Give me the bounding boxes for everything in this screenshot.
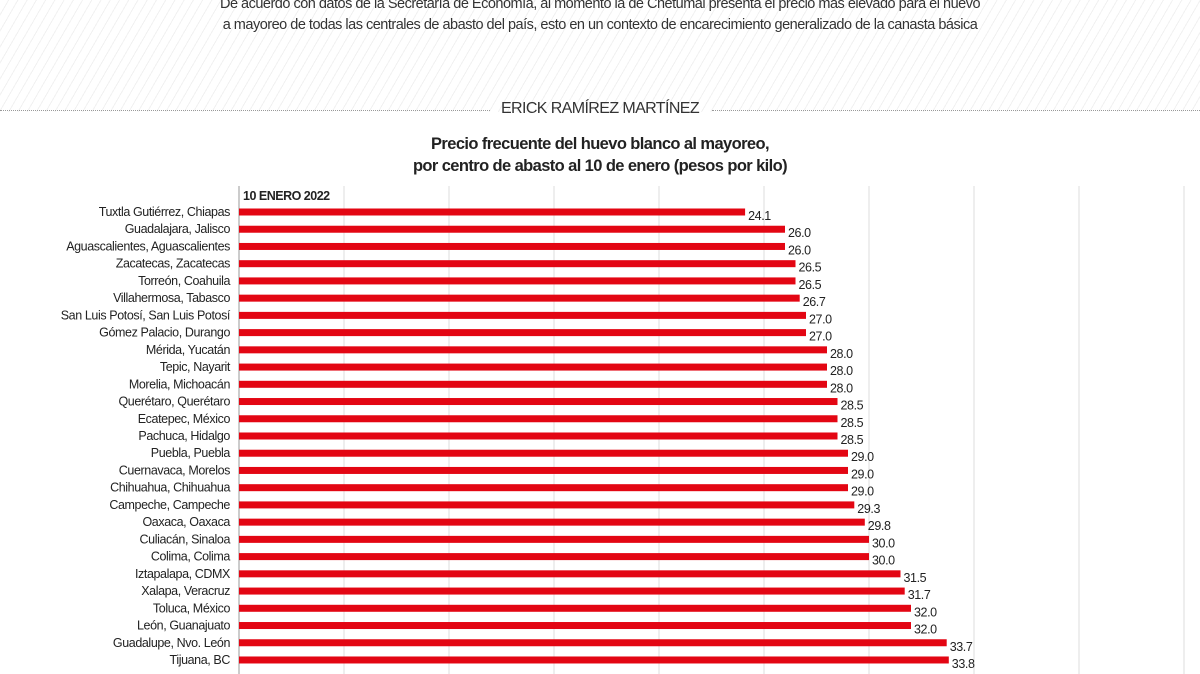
category-label: Ecatepec, México (138, 412, 231, 426)
bar (239, 260, 796, 268)
category-label: Culiacán, Sinaloa (140, 532, 231, 546)
value-label: 26.0 (788, 226, 811, 240)
chart-title: Precio frecuente del huevo blanco al may… (0, 133, 1200, 177)
category-label: Cuernavaca, Morelos (119, 463, 230, 477)
value-label: 30.0 (872, 554, 895, 568)
bar (239, 432, 838, 440)
bar (239, 225, 785, 233)
bar (239, 277, 796, 285)
category-label: León, Guanajuato (137, 619, 230, 633)
intro-line-1: De acuerdo con datos de la Secretaría de… (219, 0, 981, 12)
bar (239, 449, 848, 457)
value-label: 30.0 (872, 536, 895, 550)
header-background (0, 0, 1200, 112)
value-label: 28.5 (841, 416, 864, 430)
category-label: Morelia, Michoacán (129, 377, 231, 391)
bar (239, 587, 905, 595)
category-label: Mérida, Yucatán (146, 343, 231, 357)
category-label: Torreón, Coahuila (138, 274, 230, 288)
value-label: 28.0 (830, 381, 853, 395)
category-label: Oaxaca, Oaxaca (142, 515, 230, 529)
bar (239, 398, 838, 406)
value-label: 27.0 (809, 330, 832, 344)
series-label: 10 ENERO 2022 (243, 189, 330, 203)
value-label: 28.5 (841, 433, 864, 447)
value-label: 31.7 (908, 588, 931, 602)
category-label: Iztapalapa, CDMX (135, 567, 231, 581)
chart-title-line-1: Precio frecuente del huevo blanco al may… (431, 135, 770, 153)
value-label: 28.0 (830, 347, 853, 361)
bar (239, 294, 800, 302)
chart-title-line-2: por centro de abasto al 10 de enero (pes… (412, 157, 788, 175)
value-label: 31.5 (904, 571, 927, 585)
value-label: 26.5 (799, 261, 822, 275)
value-label: 29.3 (857, 502, 880, 516)
bar (239, 518, 865, 526)
bar (239, 484, 848, 492)
value-label: 28.5 (841, 399, 864, 413)
bar (239, 346, 827, 354)
bar (239, 329, 806, 337)
category-label: Campeche, Campeche (109, 498, 230, 512)
bar (239, 639, 947, 647)
category-label: San Luis Potosí, San Luis Potosí (61, 308, 231, 322)
divider-left (0, 110, 490, 111)
value-label: 24.1 (748, 209, 771, 223)
author-byline: ERICK RAMÍREZ MARTÍNEZ (500, 100, 700, 117)
value-label: 26.7 (803, 295, 826, 309)
bar (239, 570, 901, 578)
bar (239, 656, 949, 664)
category-label: Aguascalientes, Aguascalientes (66, 239, 230, 253)
value-label: 27.0 (809, 312, 832, 326)
value-label: 32.0 (914, 623, 937, 637)
value-label: 29.8 (868, 519, 891, 533)
category-label: Pachuca, Hidalgo (138, 429, 230, 443)
bar (239, 208, 746, 216)
value-label: 29.0 (851, 467, 874, 481)
category-label: Tepic, Nayarit (160, 360, 231, 374)
bar (239, 466, 848, 474)
category-label: Colima, Colima (151, 550, 231, 564)
value-label: 33.7 (950, 640, 973, 654)
intro-line-2: a mayoreo de todas las centrales de abas… (222, 17, 978, 33)
category-label: Guadalajara, Jalisco (125, 222, 231, 236)
value-label: 29.0 (851, 450, 874, 464)
bar (239, 415, 838, 423)
bar (239, 380, 827, 388)
category-label: Zacatecas, Zacatecas (116, 257, 230, 271)
value-label: 33.8 (952, 657, 975, 671)
bar (239, 311, 806, 319)
value-label: 32.0 (914, 605, 937, 619)
category-label: Xalapa, Veracruz (141, 584, 230, 598)
bar (239, 535, 869, 543)
bar (239, 363, 827, 371)
category-label: Gómez Palacio, Durango (99, 326, 230, 340)
category-label: Tijuana, BC (170, 653, 231, 667)
divider-right (712, 110, 1200, 111)
bar (239, 242, 785, 250)
category-label: Puebla, Puebla (151, 446, 231, 460)
value-label: 28.0 (830, 364, 853, 378)
category-label: Chihuahua, Chihuahua (110, 481, 230, 495)
category-label: Guadalupe, Nvo. León (113, 636, 231, 650)
bar (239, 501, 855, 509)
bar (239, 604, 911, 612)
bar (239, 553, 869, 561)
category-label: Tuxtla Gutiérrez, Chiapas (99, 205, 230, 219)
category-label: Villahermosa, Tabasco (113, 291, 230, 305)
value-label: 29.0 (851, 485, 874, 499)
bar (239, 622, 911, 630)
category-label: Querétaro, Querétaro (118, 395, 230, 409)
value-label: 26.5 (799, 278, 822, 292)
category-label: Toluca, México (153, 601, 231, 615)
value-label: 26.0 (788, 243, 811, 257)
